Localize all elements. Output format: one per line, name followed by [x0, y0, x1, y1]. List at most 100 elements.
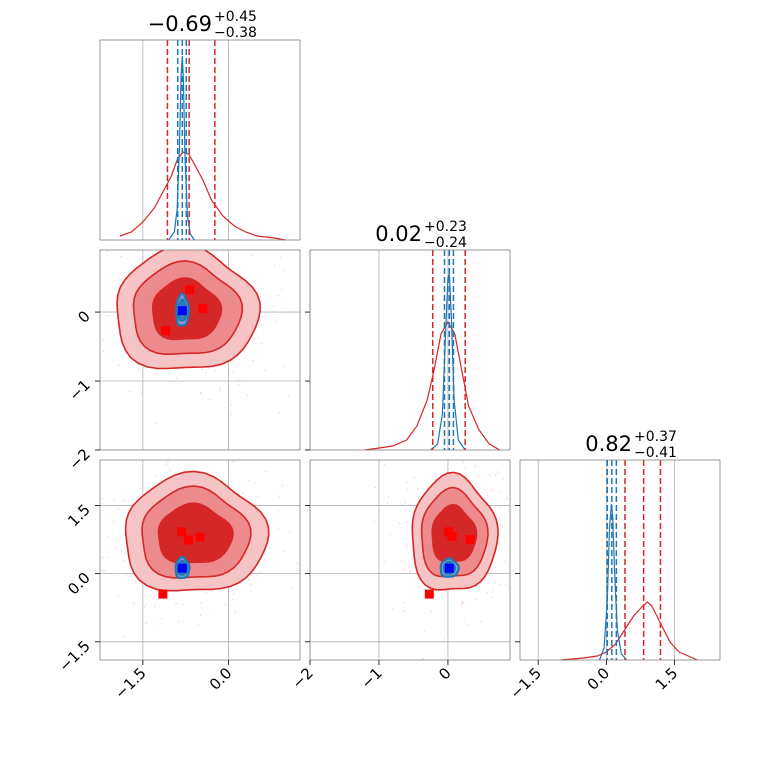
histogram-red [365, 320, 500, 451]
sample-point [186, 468, 188, 470]
sample-point [66, 555, 67, 556]
sample-point [120, 536, 122, 538]
sample-point [104, 570, 106, 572]
sample-point [262, 316, 264, 318]
sample-point [493, 490, 495, 493]
sample-point [118, 244, 119, 245]
sample-point [155, 422, 158, 425]
sample-point [129, 574, 131, 576]
sample-point [422, 658, 425, 660]
sample-point [246, 394, 249, 396]
sample-point [101, 570, 104, 572]
sample-point [437, 473, 439, 475]
sample-point [232, 460, 234, 463]
sample-point [276, 319, 278, 321]
sample-point [416, 488, 419, 490]
marker-red-3 [161, 326, 171, 336]
sample-point [468, 624, 470, 626]
sample-point [215, 607, 217, 610]
tick-label-bottom-2-2: −1 [357, 664, 385, 692]
sample-point [107, 250, 109, 252]
sample-point [490, 489, 493, 491]
sample-point [219, 387, 221, 389]
histogram-red [119, 151, 286, 241]
sample-point [230, 245, 231, 246]
tick-label-bottom-1-1: −1.5 [111, 664, 149, 702]
tick-label-left-1-2: −1 [65, 376, 93, 404]
sample-point [133, 266, 135, 268]
sample-point [139, 258, 141, 260]
sample-point [409, 570, 411, 573]
sample-point [209, 399, 211, 401]
sample-point [499, 507, 501, 509]
panel-frame [519, 459, 721, 661]
sample-point [247, 579, 250, 581]
sample-point [443, 639, 445, 641]
sample-point [412, 505, 414, 507]
sample-point [175, 603, 177, 605]
sample-point [179, 373, 181, 376]
sample-point [199, 452, 200, 453]
sample-point [486, 592, 488, 594]
sample-point [165, 463, 168, 465]
sample-point [417, 496, 419, 499]
sample-point [133, 602, 135, 604]
sample-point [513, 547, 514, 548]
sample-point [135, 581, 137, 584]
sample-point [406, 545, 408, 547]
sample-point [115, 295, 117, 297]
sample-point [263, 559, 266, 561]
sample-point [282, 365, 285, 367]
sample-point [516, 535, 517, 536]
sample-point [487, 494, 489, 497]
sample-point [255, 287, 257, 289]
sample-point [413, 476, 416, 479]
title-plus: +0.45 [214, 9, 257, 25]
sample-point [139, 487, 141, 490]
sample-point [492, 589, 494, 591]
sample-point [232, 599, 234, 601]
sample-point [90, 326, 91, 327]
histogram-blue [430, 273, 466, 451]
sample-point [462, 461, 464, 463]
sample-point [430, 610, 432, 612]
sample-point [107, 535, 109, 537]
sample-point [138, 368, 140, 370]
sample-point [188, 451, 189, 452]
sample-point [169, 470, 171, 472]
sample-point [88, 408, 89, 409]
sample-point [301, 510, 302, 511]
marker-blue [177, 306, 187, 316]
sample-point [277, 294, 279, 297]
sample-point [461, 600, 463, 602]
sample-point [282, 270, 285, 272]
sample-point [517, 530, 518, 531]
tick-label-left-2-3: 1.5 [64, 501, 94, 531]
title-minus: −0.38 [214, 25, 257, 41]
sample-point [123, 500, 125, 502]
panel-content [66, 451, 302, 660]
sample-point [490, 596, 493, 598]
panel-content [310, 455, 518, 660]
sample-point [118, 364, 120, 366]
tick-label-bottom-3-1: −1.5 [507, 664, 545, 702]
sample-point [374, 486, 377, 489]
panel-frame [99, 459, 301, 661]
sample-point [399, 559, 401, 562]
sample-point [229, 413, 232, 415]
panel-title-3: 0.82 +0.37−0.41 [585, 429, 677, 461]
sample-point [244, 379, 247, 382]
sample-point [248, 480, 250, 482]
sample-point [461, 602, 464, 604]
sample-point [378, 527, 380, 529]
sample-point [278, 527, 280, 529]
sample-point [251, 584, 253, 587]
sample-point [279, 257, 282, 259]
sample-point [230, 404, 233, 406]
sample-point [141, 257, 144, 259]
title-value: −0.69 [148, 12, 212, 36]
title-value: 0.02 [375, 222, 422, 246]
sample-point [177, 621, 180, 623]
sample-point [444, 455, 445, 456]
sample-point [120, 509, 123, 511]
